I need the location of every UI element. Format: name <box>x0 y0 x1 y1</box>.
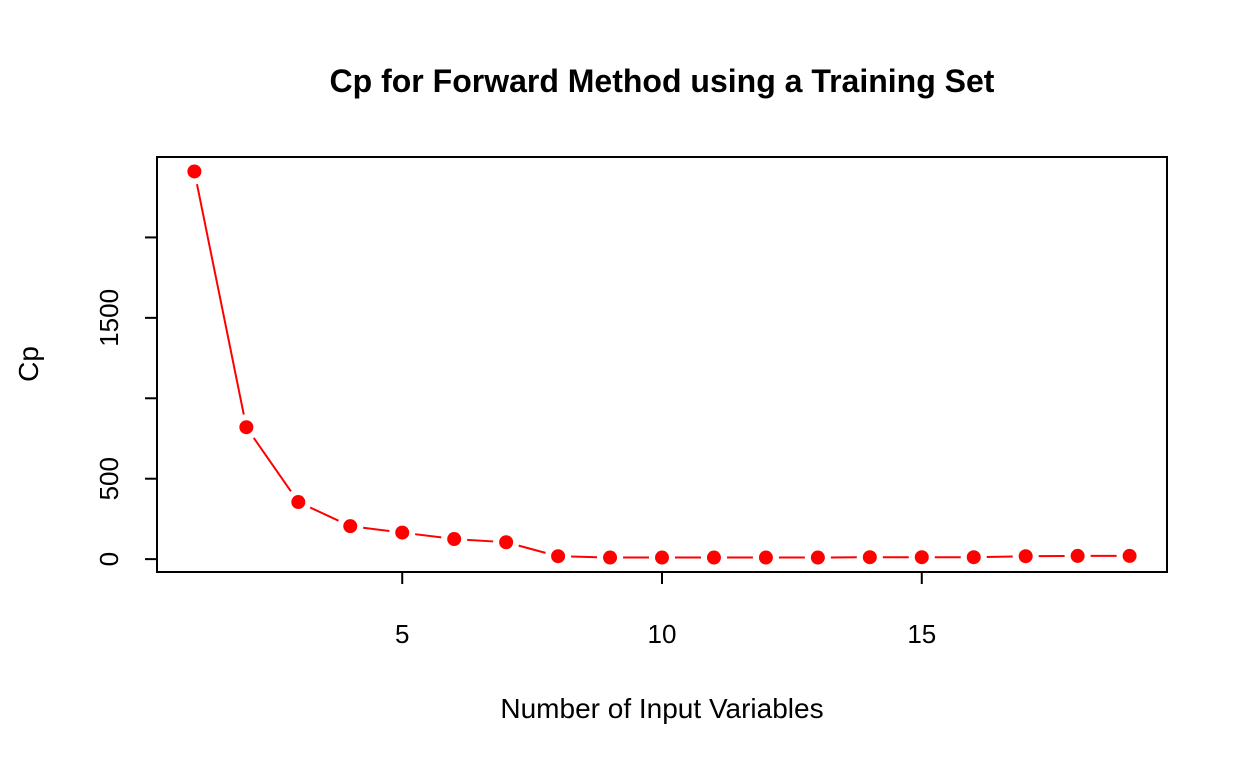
data-point <box>758 550 773 565</box>
data-point <box>603 550 618 565</box>
data-point <box>1122 548 1137 563</box>
series-line-segment <box>309 506 339 522</box>
x-tick-label: 15 <box>907 619 936 649</box>
series-line-segment <box>363 526 390 532</box>
series-line-segment <box>518 544 546 554</box>
data-point <box>810 550 825 565</box>
series-line-segment <box>467 538 494 543</box>
data-point <box>343 519 358 534</box>
series-line-segment <box>252 437 292 492</box>
data-point <box>1070 548 1085 563</box>
chart-title: Cp for Forward Method using a Training S… <box>330 63 995 99</box>
data-point <box>1018 549 1033 564</box>
data-point <box>187 164 202 179</box>
data-point <box>447 532 462 547</box>
data-point <box>499 535 514 550</box>
series-layer <box>187 164 1137 565</box>
data-point <box>291 495 306 510</box>
y-axis-label: Cp <box>13 346 44 382</box>
data-point <box>966 550 981 565</box>
y-tick-label: 500 <box>94 457 124 500</box>
data-point <box>914 550 929 565</box>
series-line-segment <box>571 555 598 559</box>
data-point <box>862 550 877 565</box>
series-line-segment <box>196 184 245 415</box>
x-axis-label: Number of Input Variables <box>500 693 823 724</box>
x-axis: 5 10 15 <box>395 571 936 649</box>
data-point <box>239 420 254 435</box>
x-tick-label: 5 <box>395 619 409 649</box>
series-line-segment <box>415 533 442 539</box>
data-point <box>706 550 721 565</box>
y-tick-label: 0 <box>94 552 124 566</box>
data-point <box>655 550 669 565</box>
x-tick-label: 10 <box>648 619 677 649</box>
y-axis: 0 500 1500 <box>94 236 158 566</box>
data-point <box>395 525 410 540</box>
plot-frame <box>156 156 1168 573</box>
data-point <box>551 549 566 564</box>
y-tick-label: 1500 <box>94 289 124 347</box>
